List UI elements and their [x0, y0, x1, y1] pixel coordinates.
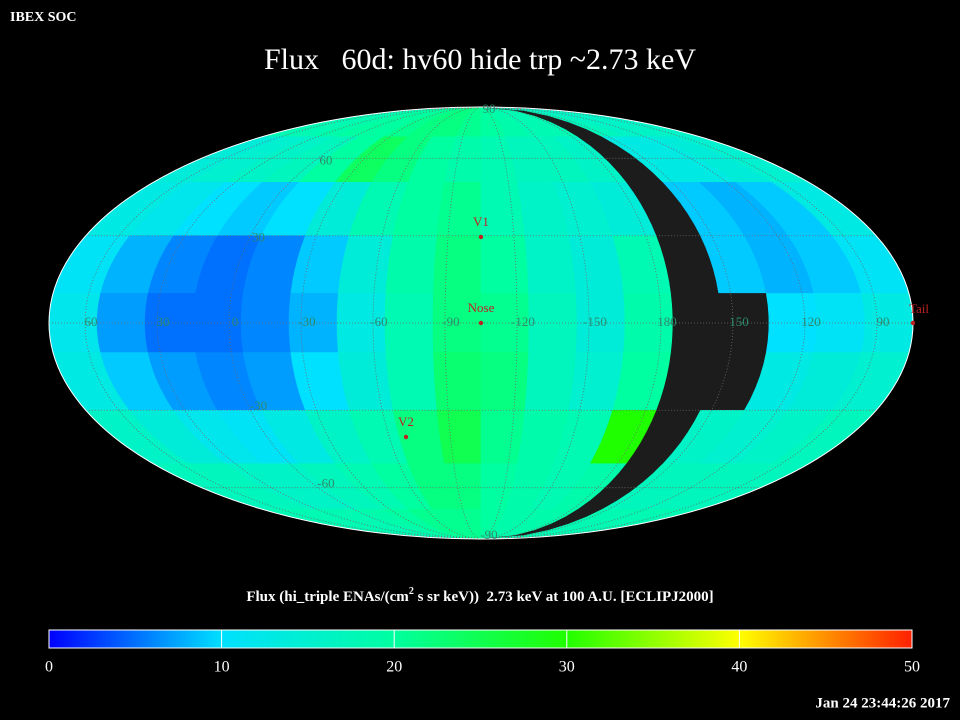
- colorbar-tick-label: 50: [904, 659, 920, 676]
- lon-label: 150: [729, 314, 749, 329]
- lon-label: 180: [657, 314, 677, 329]
- colorbar-tick-label: 10: [214, 659, 230, 676]
- source: IBEX SOC: [10, 10, 77, 25]
- lon-label: -30: [298, 314, 315, 329]
- lat-label: -90: [480, 527, 497, 542]
- colorbar-ticks: 0 10 20 30 40 50: [45, 630, 920, 676]
- lat-label: -60: [317, 476, 334, 491]
- marker-label: V1: [473, 214, 489, 229]
- colorbar-label: Flux (hi_triple ENAs/(cm2 s sr keV)) 2.7…: [246, 586, 713, 605]
- meridian: [300, 106, 482, 540]
- lon-label: -120: [511, 314, 535, 329]
- flux-cell: [480, 409, 526, 464]
- flux-cell: [813, 293, 866, 353]
- flux-cell: [385, 235, 438, 294]
- lon-label: -60: [370, 314, 387, 329]
- lon-label: 60: [85, 314, 98, 329]
- lat-label: 90: [483, 101, 496, 116]
- lon-label: -150: [583, 314, 607, 329]
- flux-cell: [480, 235, 529, 294]
- flux-cell: [144, 293, 197, 353]
- colorbar-tick-label: 20: [386, 659, 402, 676]
- lon-label: 120: [801, 314, 821, 329]
- flux-cell: [524, 235, 577, 294]
- flux-cell: [433, 352, 482, 411]
- colorbar-tick-label: 30: [559, 659, 575, 676]
- lon-label: 30: [157, 314, 170, 329]
- flux-cell: [480, 352, 529, 411]
- marker-label: Tail: [909, 301, 929, 316]
- marker-dot: [403, 434, 409, 440]
- flux-cell: [433, 235, 482, 294]
- marker-dot: [910, 320, 916, 326]
- title: Flux 60d: hv60 hide trp ~2.73 keV: [264, 43, 696, 76]
- lat-label: 60: [319, 152, 332, 167]
- lon-label: 90: [877, 314, 890, 329]
- flux-cell: [436, 409, 482, 464]
- timestamp: Jan 24 23:44:26 2017: [815, 695, 950, 711]
- marker-label: V2: [398, 414, 414, 429]
- lon-label: 0: [232, 314, 239, 329]
- colorbar-tick-label: 40: [731, 659, 747, 676]
- colorbar-label-part: Flux (hi_triple ENAs/(cm: [246, 589, 409, 605]
- marker-label: Nose: [468, 300, 495, 315]
- marker-dot: [478, 234, 484, 240]
- map: 60 30 0 -30 -60 -90 -120 -150 180 150 120 90 90 60 30 -…: [48, 101, 929, 542]
- colorbar-label-sup: 2: [409, 586, 414, 597]
- lon-label: -90: [442, 314, 459, 329]
- lat-label: -30: [250, 398, 267, 413]
- flux-cell: [96, 293, 149, 353]
- no-data-cell: [670, 293, 722, 353]
- flux-cell: [524, 352, 577, 411]
- flux-cell: [385, 352, 438, 411]
- marker-dot: [478, 320, 484, 326]
- lat-label: 30: [252, 230, 265, 245]
- colorbar-tick-label: 0: [45, 659, 53, 676]
- colorbar-label-part: s sr keV)) 2.73 keV at 100 A.U. [ECLIPJ2…: [414, 589, 714, 605]
- colorbar: [48, 629, 913, 649]
